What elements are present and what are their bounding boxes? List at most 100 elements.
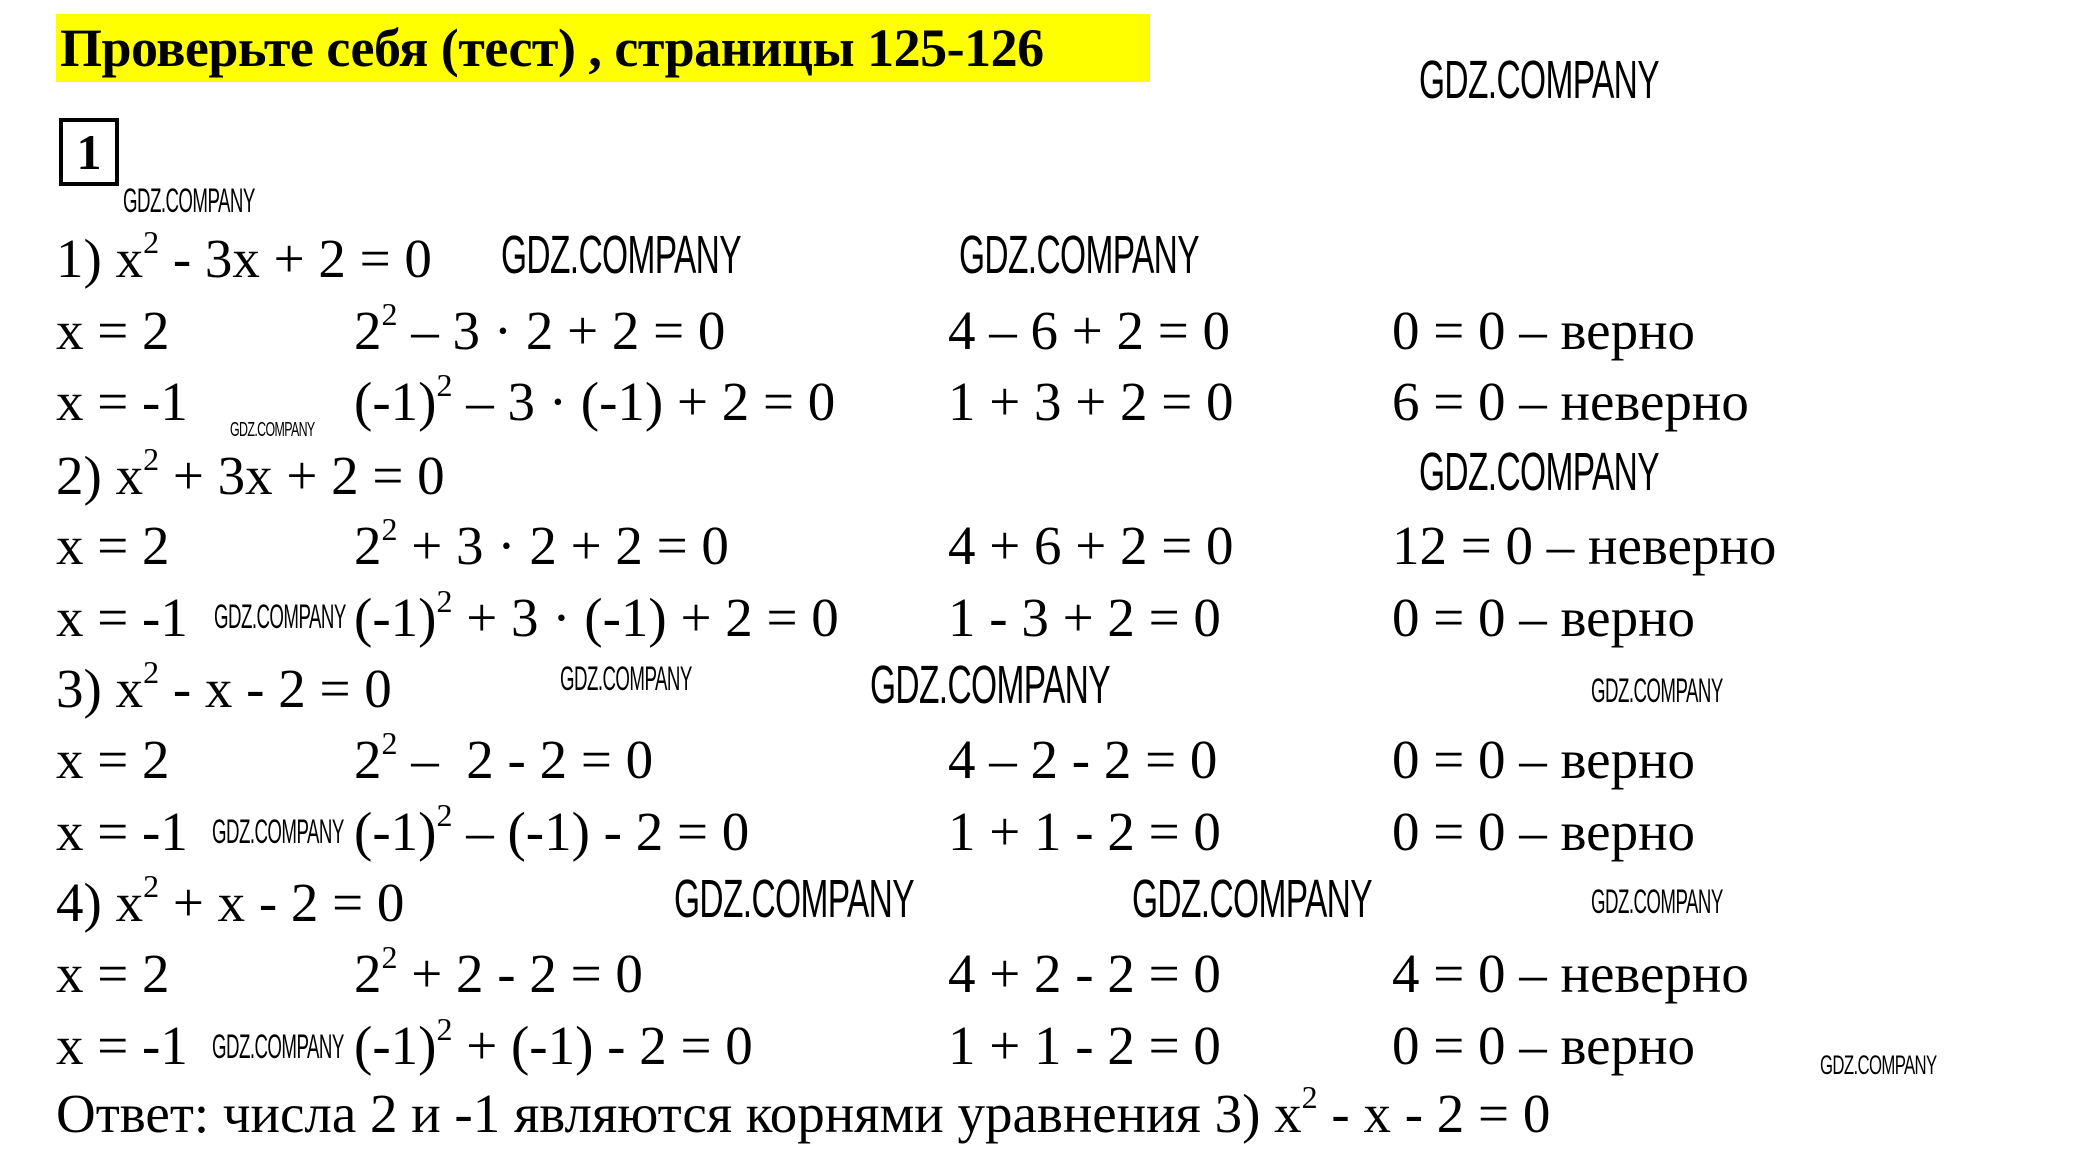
x-value: x = -1 [56, 367, 188, 437]
equation-heading: 2) x2 + 3x + 2 = 0 [0, 441, 2082, 511]
expression-text: 2) x [56, 445, 144, 506]
expression-text: (-1) [354, 587, 437, 648]
verdict: 0 = 0 – верно [1392, 797, 1695, 867]
substitution: (-1)2 + 3 · (-1) + 2 = 0 [354, 583, 839, 660]
check-row: x = -1 (-1)2 + (-1) - 2 = 0 1 + 1 - 2 = 0 0… [0, 1011, 2082, 1081]
watermark: GDZ.COMPANY [1419, 50, 1660, 110]
expression-text: 2 [354, 729, 382, 790]
task-number-box: 1 [59, 118, 119, 186]
evaluation: 4 + 6 + 2 = 0 [948, 511, 1234, 581]
verdict: 0 = 0 – верно [1392, 1011, 1695, 1081]
exponent: 2 [143, 868, 160, 904]
x-value: x = 2 [56, 725, 170, 795]
exponent: 2 [436, 797, 453, 833]
x-value: 4) x2 + x - 2 = 0 [56, 868, 404, 945]
expression-text: x = 2 [56, 515, 170, 576]
answer-line: Ответ: числа 2 и -1 являются корнями ура… [0, 1079, 2082, 1149]
page-title: Проверьте себя (тест) , страницы 125-126 [60, 18, 1044, 78]
x-value: x = 2 [56, 939, 170, 1009]
expression-text: + 3 · (-1) + 2 = 0 [452, 587, 839, 648]
expression-text: - x - 2 = 0 [159, 658, 392, 719]
expression-text: 4 – 2 - 2 = 0 [948, 729, 1218, 790]
expression-text: 4) x [56, 872, 144, 933]
expression-text: 2 [354, 943, 382, 1004]
expression-text: x = 2 [56, 943, 170, 1004]
exponent: 2 [436, 583, 453, 619]
expression-text: - x - 2 = 0 [1317, 1083, 1551, 1144]
watermark: GDZ.COMPANY [501, 225, 742, 285]
x-value: 1) x2 - 3x + 2 = 0 [56, 224, 432, 301]
evaluation: 1 - 3 + 2 = 0 [948, 583, 1221, 653]
exponent: 2 [1301, 1079, 1318, 1115]
x-value: x = -1 [56, 797, 188, 867]
expression-text: 1 + 3 + 2 = 0 [948, 371, 1234, 432]
equation-heading: 3) x2 - x - 2 = 0 [0, 654, 2082, 724]
x-value: x = -1 [56, 1011, 188, 1081]
evaluation: 4 + 2 - 2 = 0 [948, 939, 1221, 1009]
evaluation: 1 + 1 - 2 = 0 [948, 797, 1221, 867]
watermark: GDZ.COMPANY [1820, 1050, 1937, 1080]
expression-text: 6 = 0 – неверно [1392, 371, 1749, 432]
expression-text: 1 + 1 - 2 = 0 [948, 801, 1221, 862]
expression-text: + (-1) - 2 = 0 [452, 1015, 753, 1076]
x-value: 3) x2 - x - 2 = 0 [56, 654, 392, 731]
exponent: 2 [143, 654, 160, 690]
x-value: 2) x2 + 3x + 2 = 0 [56, 441, 445, 518]
verdict: 0 = 0 – верно [1392, 725, 1695, 795]
expression-text: (-1) [354, 801, 437, 862]
expression-text: x = -1 [56, 371, 188, 432]
check-row: x = -1 (-1)2 – 3 · (-1) + 2 = 0 1 + 3 + 2 … [0, 367, 2082, 437]
verdict: 6 = 0 – неверно [1392, 367, 1749, 437]
check-row: x = 2 22 – 3 · 2 + 2 = 0 4 – 6 + 2 = 0 0 = … [0, 296, 2082, 366]
expression-text: 2 [354, 515, 382, 576]
substitution: (-1)2 + (-1) - 2 = 0 [354, 1011, 753, 1088]
watermark: GDZ.COMPANY [1591, 883, 1723, 921]
watermark: GDZ.COMPANY [214, 598, 346, 636]
expression-text: - 3x + 2 = 0 [159, 228, 432, 289]
title-highlight: Проверьте себя (тест) , страницы 125-126 [56, 14, 1150, 82]
watermark: GDZ.COMPANY [1132, 869, 1373, 929]
exponent: 2 [436, 367, 453, 403]
substitution: 22 – 2 - 2 = 0 [354, 725, 653, 802]
substitution: 22 – 3 · 2 + 2 = 0 [354, 296, 725, 373]
evaluation: 1 + 1 - 2 = 0 [948, 1011, 1221, 1081]
check-row: x = 2 22 + 2 - 2 = 0 4 + 2 - 2 = 0 4 = 0 – … [0, 939, 2082, 1009]
expression-text: 1 - 3 + 2 = 0 [948, 587, 1221, 648]
watermark: GDZ.COMPANY [123, 182, 255, 220]
evaluation: 4 – 6 + 2 = 0 [948, 296, 1230, 366]
expression-text: x = 2 [56, 300, 170, 361]
check-row: x = 2 22 – 2 - 2 = 0 4 – 2 - 2 = 0 0 = 0 – … [0, 725, 2082, 795]
watermark: GDZ.COMPANY [1591, 672, 1723, 710]
expression-text: x = -1 [56, 587, 188, 648]
expression-text: 4 = 0 – неверно [1392, 943, 1749, 1004]
check-row: x = -1 (-1)2 + 3 · (-1) + 2 = 0 1 - 3 + 2 … [0, 583, 2082, 653]
watermark: GDZ.COMPANY [1419, 442, 1660, 502]
watermark: GDZ.COMPANY [212, 1028, 344, 1066]
x-value: Ответ: числа 2 и -1 являются корнями ура… [56, 1079, 1550, 1156]
expression-text: – 3 · (-1) + 2 = 0 [452, 371, 836, 432]
expression-text: 0 = 0 – верно [1392, 1015, 1696, 1076]
expression-text: 0 = 0 – верно [1392, 729, 1696, 790]
verdict: 0 = 0 – верно [1392, 583, 1695, 653]
expression-text: x = 2 [56, 729, 170, 790]
expression-text: 2 [354, 300, 382, 361]
verdict: 12 = 0 – неверно [1392, 511, 1776, 581]
expression-text: 1 + 1 - 2 = 0 [948, 1015, 1221, 1076]
x-value: x = 2 [56, 511, 170, 581]
watermark: GDZ.COMPANY [674, 869, 915, 929]
evaluation: 4 – 2 - 2 = 0 [948, 725, 1217, 795]
expression-text: – 2 - 2 = 0 [397, 729, 654, 790]
expression-text: 1) x [56, 228, 144, 289]
check-row: x = -1 (-1)2 – (-1) - 2 = 0 1 + 1 - 2 = 0 0… [0, 797, 2082, 867]
exponent: 2 [143, 224, 160, 260]
expression-text: x = -1 [56, 1015, 188, 1076]
expression-text: (-1) [354, 1015, 437, 1076]
expression-text: (-1) [354, 371, 437, 432]
expression-text: + 2 - 2 = 0 [397, 943, 643, 1004]
substitution: 22 + 3 · 2 + 2 = 0 [354, 511, 729, 588]
expression-text: 4 + 6 + 2 = 0 [948, 515, 1234, 576]
exponent: 2 [381, 296, 398, 332]
verdict: 4 = 0 – неверно [1392, 939, 1749, 1009]
expression-text: – 3 · 2 + 2 = 0 [397, 300, 726, 361]
exponent: 2 [381, 511, 398, 547]
